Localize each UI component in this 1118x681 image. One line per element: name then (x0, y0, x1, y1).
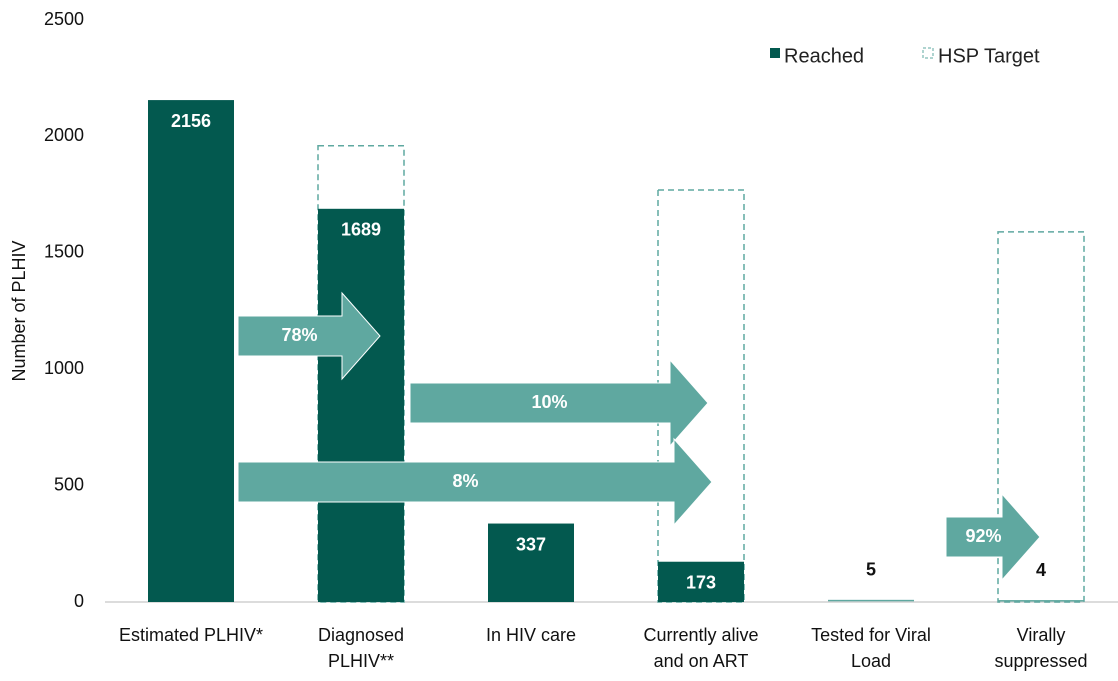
x-tick-label: Tested for Viral Load (811, 625, 931, 671)
x-tick-label: Diagnosed PLHIV** (317, 625, 405, 671)
arrow (237, 291, 381, 381)
target-bar (997, 231, 1085, 603)
arrow-label: 92% (965, 526, 1001, 546)
data-label: 337 (516, 534, 546, 554)
reached-bar (658, 561, 744, 602)
data-label: 5 (866, 560, 876, 580)
arrow (945, 492, 1041, 582)
x-tick-label: Currently alive and on ART (643, 625, 759, 671)
data-label: 4 (1036, 560, 1046, 580)
arrow-label: 8% (452, 471, 478, 491)
x-tick-label: Estimated PLHIV* (118, 625, 264, 645)
arrow (237, 437, 713, 527)
x-tick-label: Virally suppressed (994, 625, 1088, 671)
y-tick-label: 1000 (44, 358, 84, 378)
x-tick-label: In HIV care (485, 625, 577, 645)
arrow (409, 358, 709, 448)
legend-swatch (770, 48, 780, 58)
y-tick-label: 2000 (44, 125, 84, 145)
arrow-label: 10% (531, 392, 567, 412)
legend-swatch (922, 47, 934, 59)
data-label: 173 (686, 572, 716, 592)
reached-bar (318, 208, 404, 603)
reached-bar (148, 100, 234, 603)
y-axis-label: Number of PLHIV (9, 240, 29, 381)
y-tick-label: 2500 (44, 9, 84, 29)
y-tick-label: 1500 (44, 242, 84, 262)
reached-bar (828, 599, 914, 602)
reached-bar (998, 600, 1084, 602)
y-tick-label: 500 (54, 474, 84, 494)
legend-label: HSP Target (938, 45, 1040, 67)
legend-label: Reached (784, 45, 864, 67)
data-label: 2156 (171, 111, 211, 131)
arrow-label: 78% (281, 325, 317, 345)
y-tick-label: 0 (74, 591, 84, 611)
reached-bar (488, 523, 574, 602)
data-label: 1689 (341, 220, 381, 240)
